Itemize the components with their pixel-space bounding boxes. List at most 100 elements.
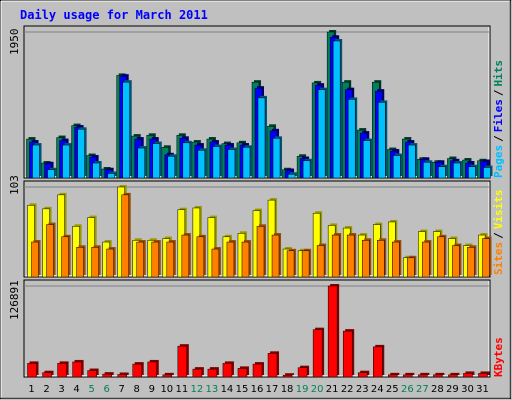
- bar-pages-day-25: [393, 155, 401, 179]
- bar-pages-day-30: [468, 166, 476, 179]
- bar-sites-day-16: [256, 226, 265, 278]
- legend-visits-sites: Sites / Visits: [492, 190, 505, 276]
- visits-panel-max-label: 103: [8, 175, 21, 195]
- bar-pages-day-19: [302, 160, 311, 179]
- bar-pages-day-20: [317, 89, 326, 179]
- bar-pages-day-10: [167, 156, 176, 179]
- bar-sites-day-27: [422, 241, 430, 278]
- bar-kbytes-day-18: [282, 374, 293, 378]
- bar-pages-day-29: [453, 162, 461, 179]
- bar-pages-day-31: [483, 167, 491, 179]
- day-label-21: 21: [326, 384, 339, 395]
- bar-kbytes-day-7: [117, 374, 127, 378]
- day-label-18: 18: [281, 384, 294, 395]
- bar-kbytes-day-21: [327, 285, 338, 378]
- kbytes-panel-max-label: 126891: [8, 280, 21, 320]
- day-label-15: 15: [236, 384, 249, 395]
- bar-kbytes-day-10: [162, 374, 173, 378]
- legend-sep: /: [492, 232, 505, 239]
- bar-sites-day-5: [91, 247, 99, 278]
- bar-pages-day-22: [347, 99, 356, 179]
- day-label-28: 28: [431, 384, 444, 395]
- bar-kbytes-day-25: [388, 374, 398, 378]
- bar-shadow-kbytes-day-27: [420, 372, 430, 375]
- bar-pages-day-7: [122, 81, 130, 179]
- bar-kbytes-day-8: [132, 363, 142, 378]
- legend-pages: Pages: [492, 145, 505, 178]
- bar-sites-day-15: [241, 241, 250, 278]
- legend-hits-files-pages: Pages / Files / Hits: [492, 60, 505, 178]
- day-label-13: 13: [206, 384, 219, 395]
- bar-pages-day-9: [152, 143, 161, 179]
- day-label-7: 7: [119, 384, 125, 395]
- bar-kbytes-day-9: [147, 361, 158, 378]
- bar-pages-day-8: [137, 147, 145, 179]
- bar-kbytes-day-2: [42, 372, 52, 378]
- bar-sites-day-18: [286, 250, 295, 278]
- bar-sites-day-12: [196, 236, 205, 278]
- day-label-30: 30: [461, 384, 474, 395]
- bar-sites-day-8: [136, 241, 144, 278]
- bar-sites-day-9: [151, 241, 160, 278]
- legend-files: Files: [492, 99, 505, 132]
- bar-kbytes-day-5: [87, 370, 97, 378]
- day-label-12: 12: [191, 384, 204, 395]
- day-label-20: 20: [311, 384, 324, 395]
- bar-sites-day-7: [121, 194, 129, 278]
- bar-kbytes-day-13: [207, 368, 218, 378]
- day-label-11: 11: [175, 384, 188, 395]
- bar-sites-day-11: [181, 234, 190, 278]
- bar-sites-day-13: [211, 248, 220, 278]
- bar-kbytes-day-11: [177, 345, 188, 378]
- bar-kbytes-day-29: [448, 374, 458, 378]
- bar-shadow-kbytes-day-25: [390, 372, 400, 375]
- bar-kbytes-day-22: [342, 330, 353, 378]
- bar-pages-day-5: [92, 162, 100, 179]
- bar-sites-day-10: [166, 241, 175, 278]
- bar-kbytes-day-12: [192, 368, 203, 378]
- bar-pages-day-11: [182, 142, 191, 179]
- bar-kbytes-day-1: [27, 363, 37, 378]
- bar-pages-day-17: [272, 138, 281, 179]
- bar-pages-day-15: [242, 147, 251, 179]
- bar-sites-day-31: [482, 238, 490, 278]
- bar-sites-day-17: [271, 234, 280, 278]
- bar-pages-day-16: [257, 97, 266, 179]
- bar-kbytes-day-3: [57, 363, 67, 378]
- bar-pages-day-14: [227, 149, 236, 179]
- panel-kbytes: [23, 279, 491, 378]
- bar-kbytes-day-28: [433, 374, 443, 378]
- bar-sites-day-21: [331, 234, 340, 278]
- legend-visits: Visits: [492, 190, 505, 230]
- day-label-22: 22: [341, 384, 354, 395]
- bar-kbytes-day-30: [463, 373, 473, 378]
- legend-sep: /: [492, 89, 505, 96]
- bar-kbytes-day-16: [252, 363, 263, 378]
- bar-pages-day-2: [47, 169, 55, 179]
- svg-text:Sites/Visits: Sites / Visits: [492, 190, 505, 276]
- bar-kbytes-day-24: [373, 346, 383, 378]
- bar-shadow-kbytes-day-28: [435, 372, 445, 375]
- bar-kbytes-day-31: [478, 373, 488, 378]
- bar-kbytes-day-4: [72, 361, 82, 378]
- day-label-14: 14: [221, 384, 234, 395]
- day-label-1: 1: [28, 384, 34, 395]
- bar-shadow-kbytes-day-7: [119, 372, 129, 375]
- bar-sites-day-3: [61, 236, 69, 278]
- day-label-8: 8: [134, 384, 140, 395]
- day-label-23: 23: [356, 384, 369, 395]
- day-label-16: 16: [251, 384, 264, 395]
- bar-sites-day-22: [346, 234, 355, 278]
- day-label-2: 2: [43, 384, 49, 395]
- day-label-25: 25: [386, 384, 399, 395]
- bar-pages-day-1: [32, 144, 40, 179]
- bar-kbytes-day-14: [222, 363, 233, 378]
- hits-panel-max-label: 1950: [8, 29, 21, 56]
- bar-pages-day-12: [197, 150, 206, 179]
- bar-sites-day-6: [106, 248, 114, 278]
- bar-sites-day-1: [31, 241, 39, 278]
- bar-sites-day-20: [316, 245, 325, 278]
- bar-pages-day-27: [423, 162, 431, 179]
- bar-sites-day-14: [226, 241, 235, 278]
